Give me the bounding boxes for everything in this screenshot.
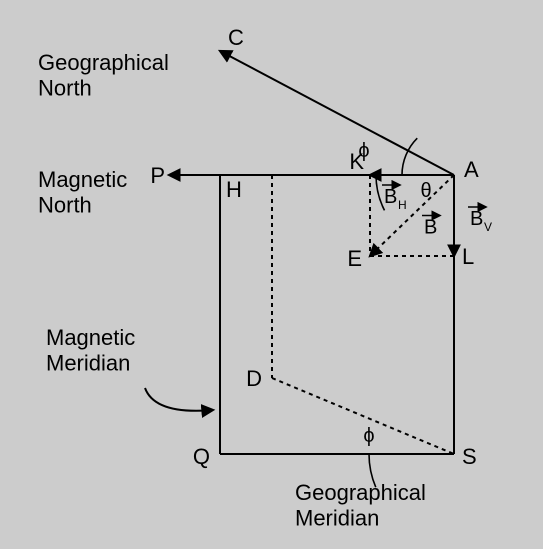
- label-vector-B: B: [422, 216, 440, 239]
- point-L: L: [462, 244, 474, 269]
- angle-phi-top: ϕ: [358, 140, 369, 162]
- point-Q: Q: [193, 444, 210, 469]
- point-E: E: [347, 246, 362, 271]
- point-H: H: [226, 177, 242, 202]
- point-A: A: [464, 157, 479, 182]
- point-S: S: [462, 444, 477, 469]
- point-D: D: [246, 366, 262, 391]
- svg-text:B: B: [470, 208, 483, 230]
- point-P: P: [150, 163, 165, 188]
- angle-phi-bot: ϕ: [363, 425, 374, 447]
- angle-theta: θ: [420, 180, 431, 202]
- svg-text:B: B: [384, 186, 397, 208]
- point-C: C: [228, 25, 244, 50]
- label-magnetic-meridian: MagneticMeridian: [46, 325, 135, 375]
- svg-text:H: H: [398, 198, 407, 212]
- svg-text:B: B: [424, 217, 437, 239]
- svg-text:V: V: [484, 220, 492, 234]
